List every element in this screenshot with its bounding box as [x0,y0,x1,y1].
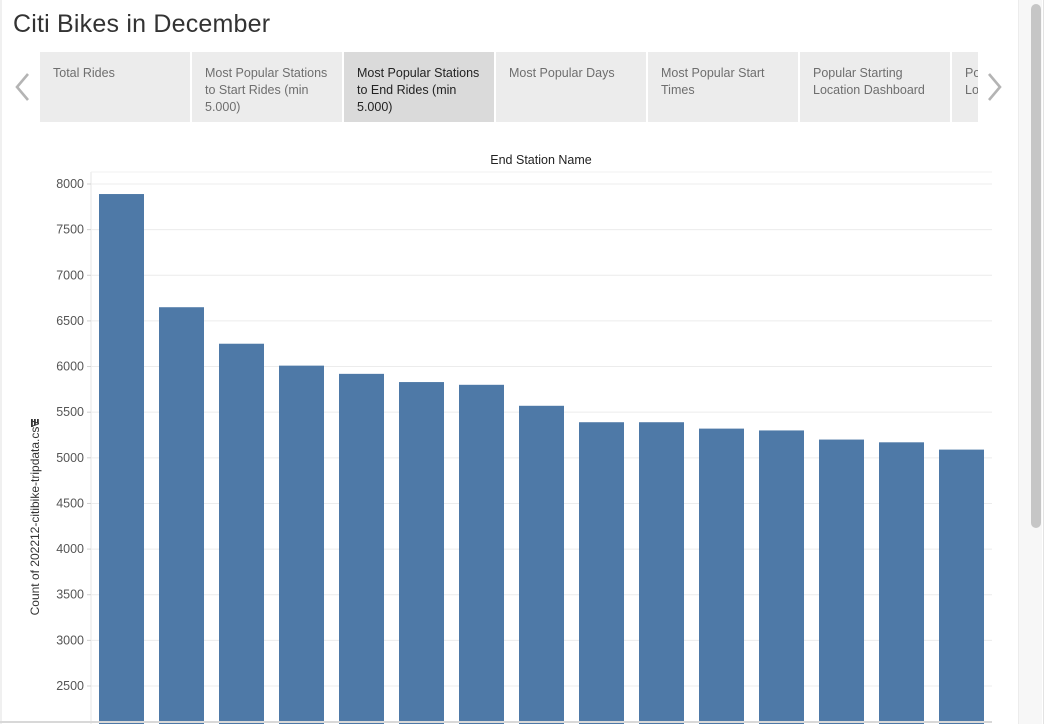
tab-popular-start-stations[interactable]: Most Popular Stations to Start Rides (mi… [192,52,342,122]
y-axis-title: Count of 202212-citibike-tripdata.csv [28,421,42,616]
tab-starting-location-dashboard[interactable]: Popular Starting Location Dashboard [800,52,950,122]
story-tabs: Total Rides Most Popular Stations to Sta… [40,52,978,122]
y-tick-label: 7000 [56,268,84,282]
bar [159,307,204,724]
y-tick-label: 3000 [56,633,84,647]
y-tick-label: 4500 [56,496,84,510]
bar [759,430,804,724]
left-edge [0,0,2,724]
bar [699,428,744,724]
bar [279,365,324,724]
sort-icon-bar [37,419,39,423]
bar [339,373,384,724]
bar [939,449,984,724]
tab-popular-location-partial[interactable]: Po Lo [952,52,978,122]
y-tick-label: 6000 [56,360,84,374]
tab-label: Most Popular Days [509,66,615,80]
right-edge-strip [1043,0,1059,724]
sort-icon-bar [31,419,33,427]
tab-label: Po Lo [965,66,978,97]
bar [819,439,864,724]
tab-label: Most Popular Start Times [661,66,765,97]
tab-popular-end-stations[interactable]: Most Popular Stations to End Rides (min … [344,52,494,122]
bar [219,343,264,724]
tab-label: Most Popular Stations to End Rides (min … [357,66,480,114]
y-tick-label: 2500 [56,679,84,693]
chart-area: 2500 3000 3500 4000 4500 5000 5500 6000 6500 7000… [0,126,1016,724]
bar [879,442,924,724]
story-title: Citi Bikes in December [13,10,271,38]
y-tick-label: 7500 [56,223,84,237]
bar [519,405,564,724]
y-tick-label: 5000 [56,451,84,465]
bar-chart: 2500 3000 3500 4000 4500 5000 5500 6000 6500 7000… [0,153,992,724]
y-tick-label: 5500 [56,405,84,419]
y-tick-label: 8000 [56,177,84,191]
tab-label: Most Popular Stations to Start Rides (mi… [205,66,328,114]
chevron-left-icon[interactable] [11,70,33,104]
y-tick-label: 3500 [56,588,84,602]
tab-popular-days[interactable]: Most Popular Days [496,52,646,122]
bar [459,384,504,724]
bar [99,194,144,724]
tab-popular-start-times[interactable]: Most Popular Start Times [648,52,798,122]
bar [579,422,624,724]
bar [399,382,444,724]
sort-icon-bar [34,419,36,425]
chevron-right-icon[interactable] [984,70,1006,104]
tab-label: Total Rides [53,66,115,80]
tab-label: Popular Starting Location Dashboard [813,66,925,97]
y-tick-label: 4000 [56,542,84,556]
tab-total-rides[interactable]: Total Rides [40,52,190,122]
y-tick-label: 6500 [56,314,84,328]
sort-icon [31,419,39,427]
x-axis-title: End Station Name [490,153,591,167]
scrollbar-thumb[interactable] [1031,4,1041,528]
bar [639,422,684,724]
